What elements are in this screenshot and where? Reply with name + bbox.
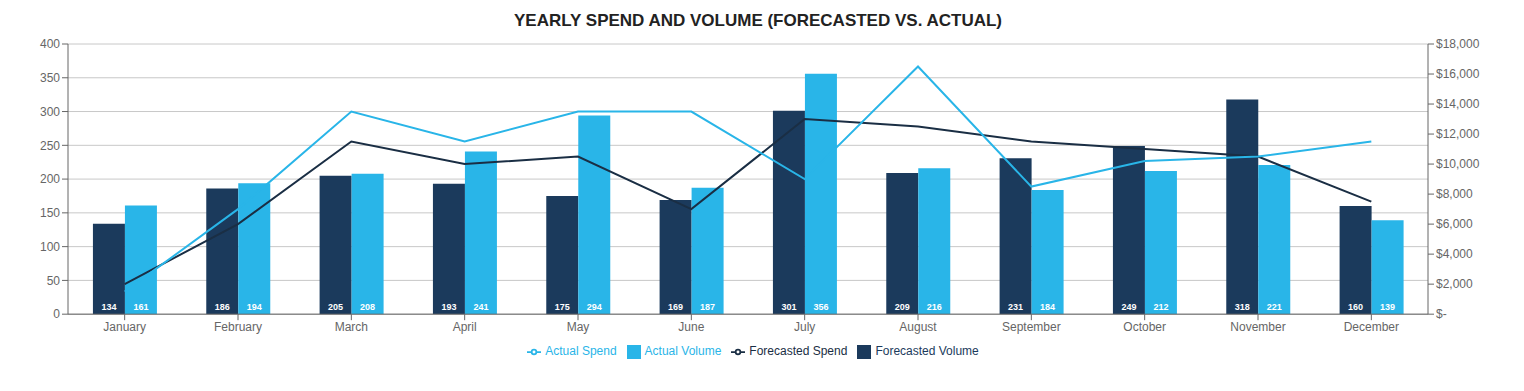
svg-text:294: 294: [587, 302, 602, 312]
svg-text:200: 200: [40, 172, 60, 186]
svg-text:139: 139: [1380, 302, 1395, 312]
html-text:Actual Spend: Actual Spend: [545, 344, 617, 359]
svg-text:April: April: [453, 320, 477, 334]
svg-text:400: 400: [40, 37, 60, 51]
svg-text:February: February: [214, 320, 262, 334]
svg-text:208: 208: [360, 302, 375, 312]
svg-text:$6,000: $6,000: [1436, 217, 1473, 231]
svg-text:March: March: [335, 320, 368, 334]
svg-text:December: December: [1344, 320, 1399, 334]
svg-text:350: 350: [40, 71, 60, 85]
svg-text:221: 221: [1267, 302, 1282, 312]
svg-text:186: 186: [215, 302, 230, 312]
svg-text:$2,000: $2,000: [1436, 277, 1473, 291]
svg-text:301: 301: [781, 302, 796, 312]
svg-text:$18,000: $18,000: [1436, 37, 1480, 51]
svg-text:$12,000: $12,000: [1436, 127, 1480, 141]
svg-text:318: 318: [1235, 302, 1250, 312]
svg-text:231: 231: [1008, 302, 1023, 312]
svg-text:May: May: [567, 320, 590, 334]
svg-text:134: 134: [101, 302, 116, 312]
svg-text:150: 150: [40, 206, 60, 220]
svg-text:June: June: [678, 320, 704, 334]
svg-text:194: 194: [247, 302, 262, 312]
svg-text:356: 356: [813, 302, 828, 312]
svg-text:193: 193: [441, 302, 456, 312]
svg-text:249: 249: [1121, 302, 1136, 312]
svg-text:$-: $-: [1436, 307, 1447, 321]
svg-text:187: 187: [700, 302, 715, 312]
svg-text:November: November: [1230, 320, 1285, 334]
html-text:Forecasted Volume: Forecasted Volume: [875, 344, 979, 359]
svg-text:100: 100: [40, 240, 60, 254]
svg-text:$16,000: $16,000: [1436, 67, 1480, 81]
svg-text:212: 212: [1153, 302, 1168, 312]
svg-text:$4,000: $4,000: [1436, 247, 1473, 261]
svg-text:$8,000: $8,000: [1436, 187, 1473, 201]
svg-text:October: October: [1123, 320, 1166, 334]
svg-text:$10,000: $10,000: [1436, 157, 1480, 171]
svg-text:160: 160: [1348, 302, 1363, 312]
svg-text:169: 169: [668, 302, 683, 312]
html-text:YEARLY SPEND AND VOLUME (FOREC: YEARLY SPEND AND VOLUME (FORECASTED VS. …: [514, 11, 1002, 30]
svg-text:175: 175: [555, 302, 570, 312]
svg-text:$14,000: $14,000: [1436, 97, 1480, 111]
svg-text:209: 209: [895, 302, 910, 312]
svg-text:250: 250: [40, 139, 60, 153]
svg-text:241: 241: [473, 302, 488, 312]
svg-text:216: 216: [927, 302, 942, 312]
svg-text:January: January: [103, 320, 146, 334]
svg-text:July: July: [794, 320, 815, 334]
svg-text:184: 184: [1040, 302, 1055, 312]
svg-text:205: 205: [328, 302, 343, 312]
svg-text:50: 50: [47, 274, 61, 288]
svg-text:300: 300: [40, 105, 60, 119]
html-text:Actual Volume: Actual Volume: [644, 344, 722, 359]
svg-text:161: 161: [133, 302, 148, 312]
svg-text:August: August: [899, 320, 937, 334]
svg-text:0: 0: [53, 307, 60, 321]
svg-text:September: September: [1002, 320, 1061, 334]
html-text:Forecasted Spend: Forecasted Spend: [749, 344, 848, 359]
